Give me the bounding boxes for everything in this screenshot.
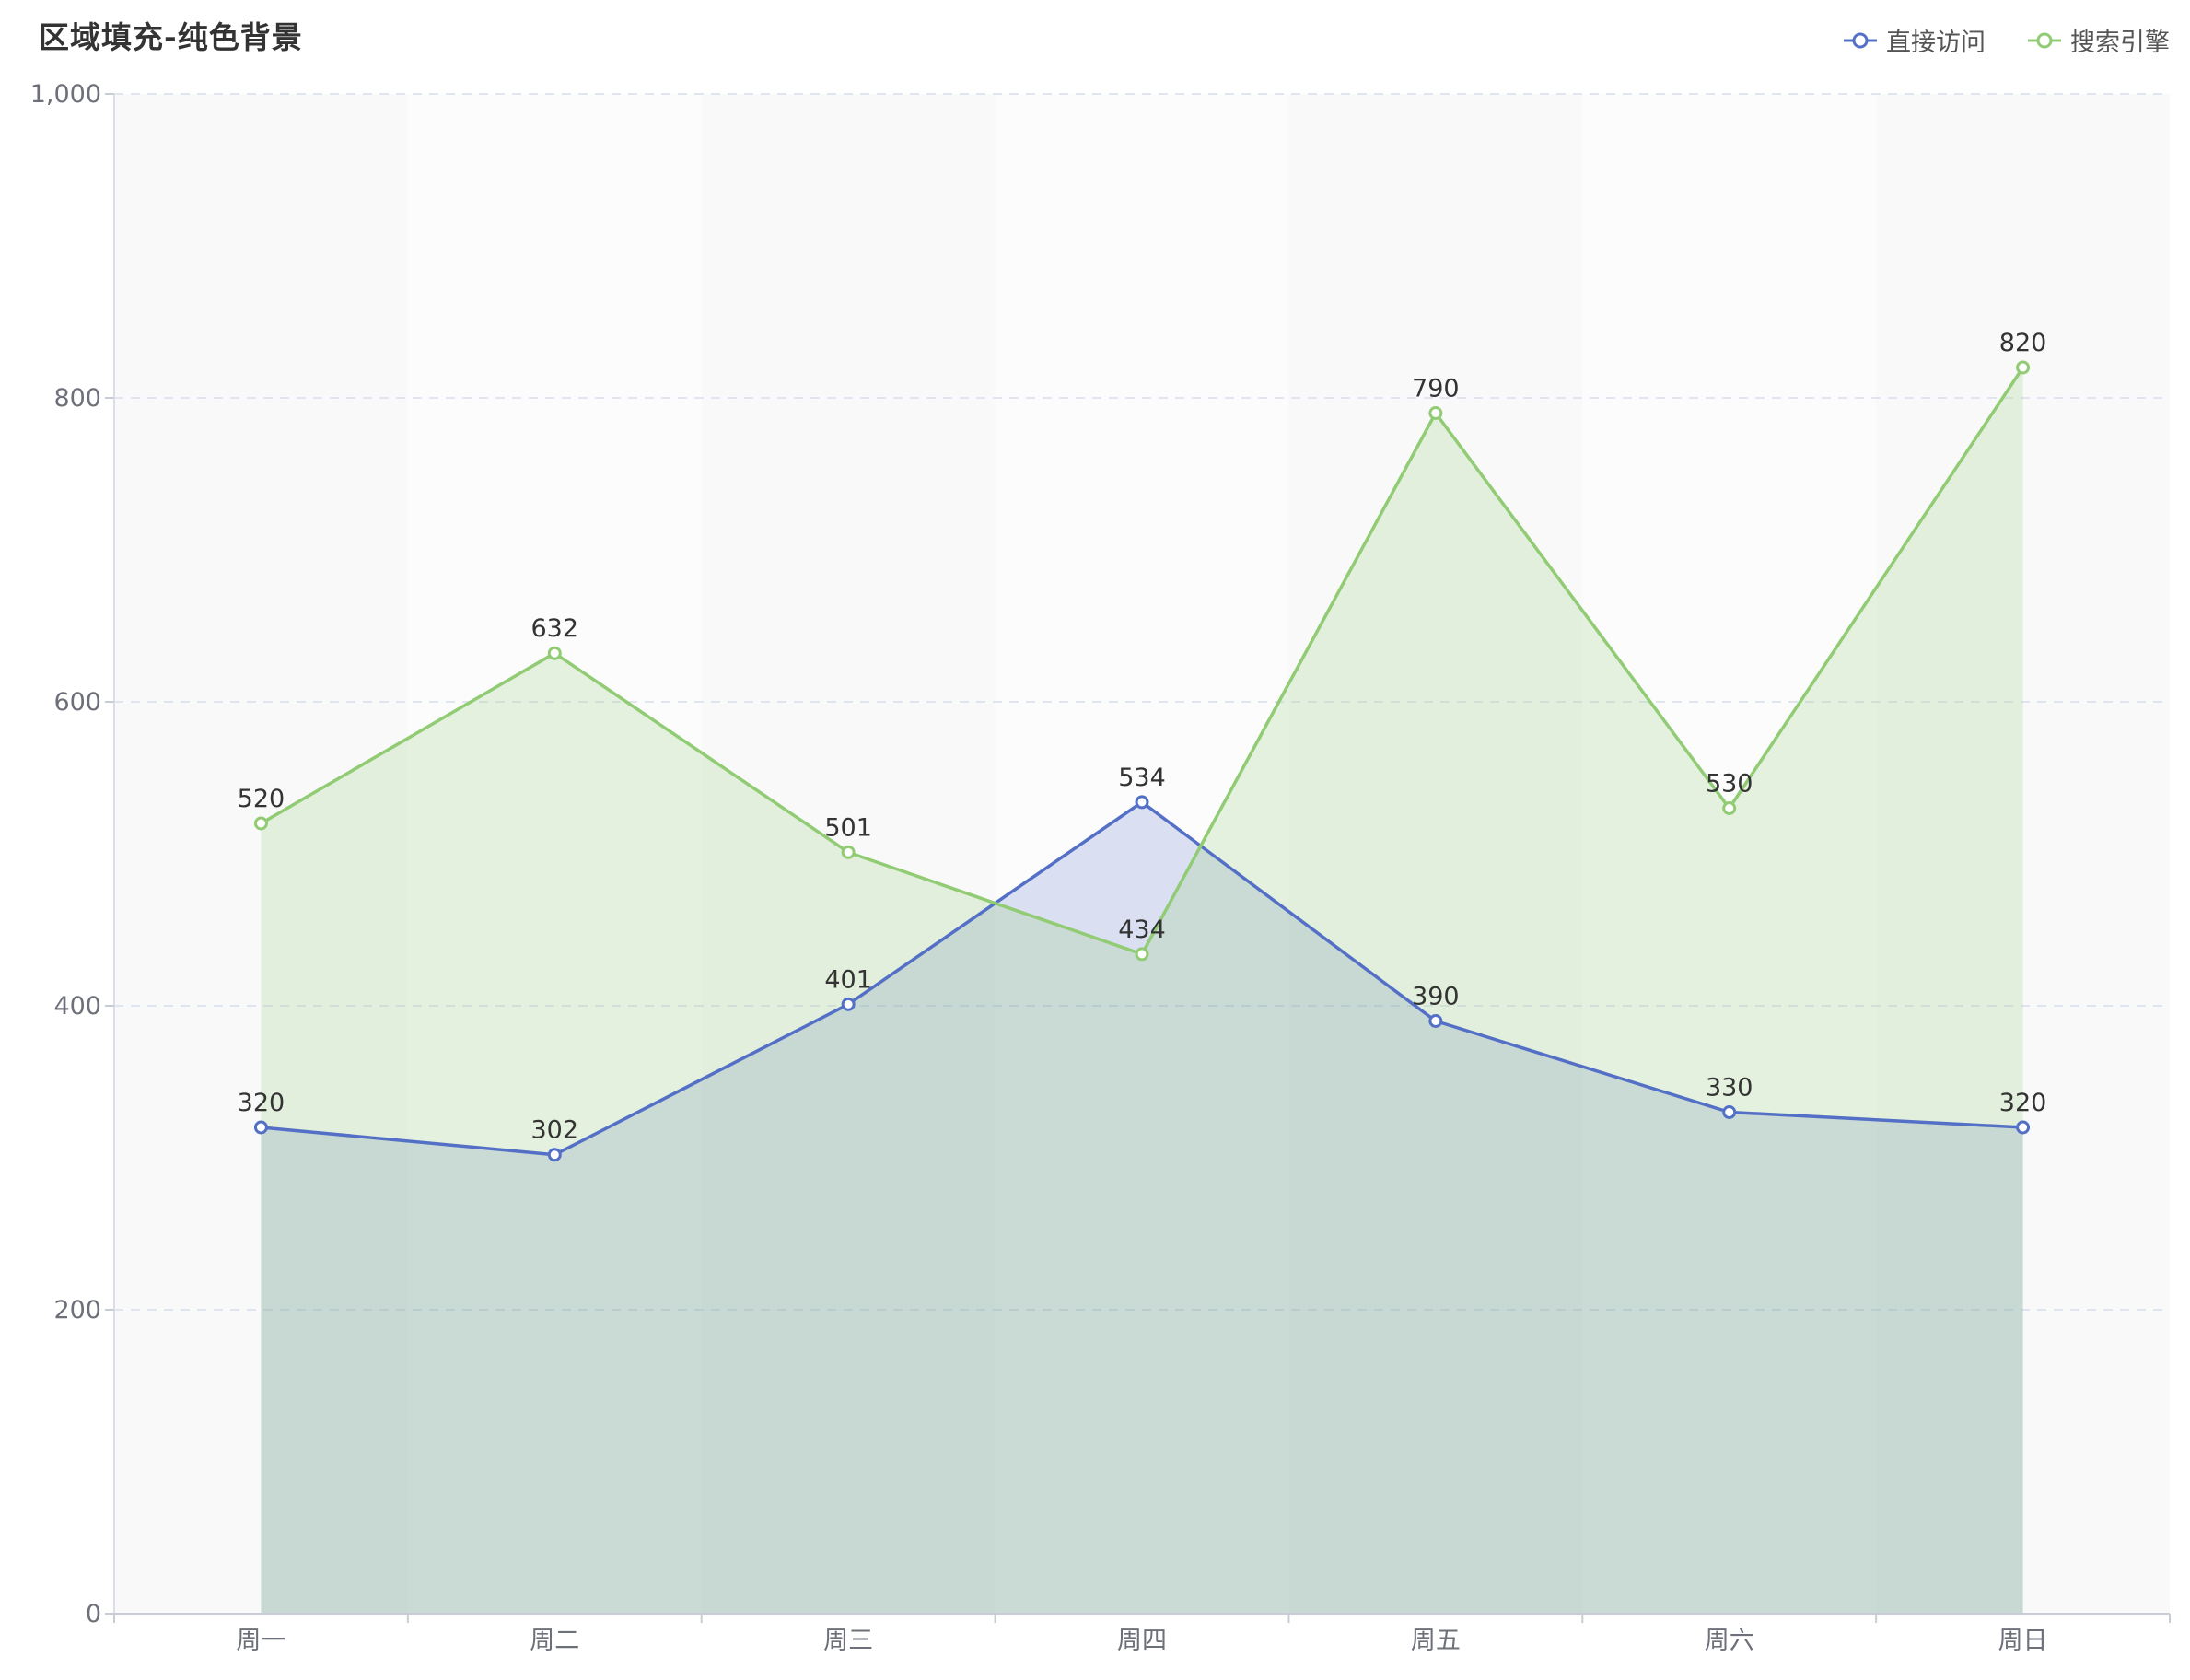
- data-point: [1722, 1105, 1737, 1119]
- x-tick-label: 周一: [236, 1627, 285, 1655]
- series-points: [253, 360, 2031, 1162]
- y-tick-label: 600: [53, 688, 101, 717]
- data-label: 632: [531, 614, 579, 643]
- data-label: 434: [1118, 916, 1166, 944]
- data-point: [1135, 947, 1149, 962]
- legend-marker-direct-icon: [1844, 32, 1877, 48]
- series-area-0: [261, 801, 2023, 1614]
- legend-item-search[interactable]: 搜索引擎: [2026, 22, 2170, 58]
- data-point: [253, 1120, 268, 1135]
- category-band: [114, 94, 408, 1614]
- legend-label-search: 搜索引擎: [2070, 29, 2170, 57]
- x-tick-label: 周三: [823, 1627, 873, 1655]
- legend: 直接访问 搜索引擎: [1842, 22, 2170, 58]
- category-band: [407, 94, 702, 1614]
- data-label: 320: [1999, 1089, 2047, 1117]
- data-point: [1428, 1014, 1443, 1028]
- data-label: 534: [1118, 764, 1166, 792]
- data-labels: 320 302 401 534 390 330 320 520 632 501 434 790 530 8…: [238, 329, 2047, 1145]
- legend-label-direct: 直接访问: [1886, 29, 1986, 57]
- data-point: [547, 646, 562, 660]
- category-band: [995, 94, 1289, 1614]
- axes: 0 200 400 600 800 1,000 周一 周二 周三 周四 周五 周六 周日: [30, 80, 2171, 1655]
- data-label: 501: [824, 813, 872, 842]
- data-point: [1428, 406, 1443, 420]
- data-label: 302: [531, 1116, 579, 1145]
- data-label: 520: [238, 785, 285, 813]
- x-tick-label: 周二: [530, 1627, 579, 1655]
- grid-lines: [114, 93, 2170, 1311]
- x-tick-label: 周四: [1117, 1627, 1167, 1655]
- y-tick-label: 0: [86, 1600, 101, 1628]
- data-label: 401: [824, 965, 872, 994]
- data-label: 790: [1412, 375, 1460, 403]
- series-areas: [261, 368, 2023, 1614]
- data-point: [841, 997, 856, 1011]
- legend-item-direct[interactable]: 直接访问: [1842, 22, 1986, 58]
- category-band: [1582, 94, 1877, 1614]
- data-label: 330: [1706, 1074, 1753, 1102]
- data-label: 390: [1412, 983, 1460, 1011]
- data-label: 320: [238, 1089, 285, 1117]
- y-tick-label: 200: [53, 1296, 101, 1324]
- y-tick-label: 800: [53, 384, 101, 413]
- y-tick-label: 1,000: [30, 80, 101, 109]
- data-point: [2016, 360, 2031, 375]
- data-point: [253, 816, 268, 831]
- x-tick-label: 周日: [1998, 1627, 2048, 1655]
- data-point: [1722, 801, 1737, 815]
- legend-marker-search-icon: [2028, 32, 2061, 48]
- x-tick-label: 周六: [1705, 1627, 1754, 1655]
- series-area-1: [261, 368, 2023, 1614]
- x-tick-label: 周五: [1411, 1627, 1461, 1655]
- data-label: 820: [1999, 329, 2047, 357]
- data-label: 530: [1706, 770, 1753, 799]
- data-point: [2016, 1120, 2031, 1135]
- data-point: [547, 1148, 562, 1162]
- category-band: [1288, 94, 1583, 1614]
- y-tick-label: 400: [53, 992, 101, 1021]
- data-point: [841, 845, 856, 859]
- data-point: [1135, 795, 1149, 810]
- chart-title: 区域填充-纯色背景: [39, 19, 303, 55]
- category-band: [1876, 94, 2170, 1614]
